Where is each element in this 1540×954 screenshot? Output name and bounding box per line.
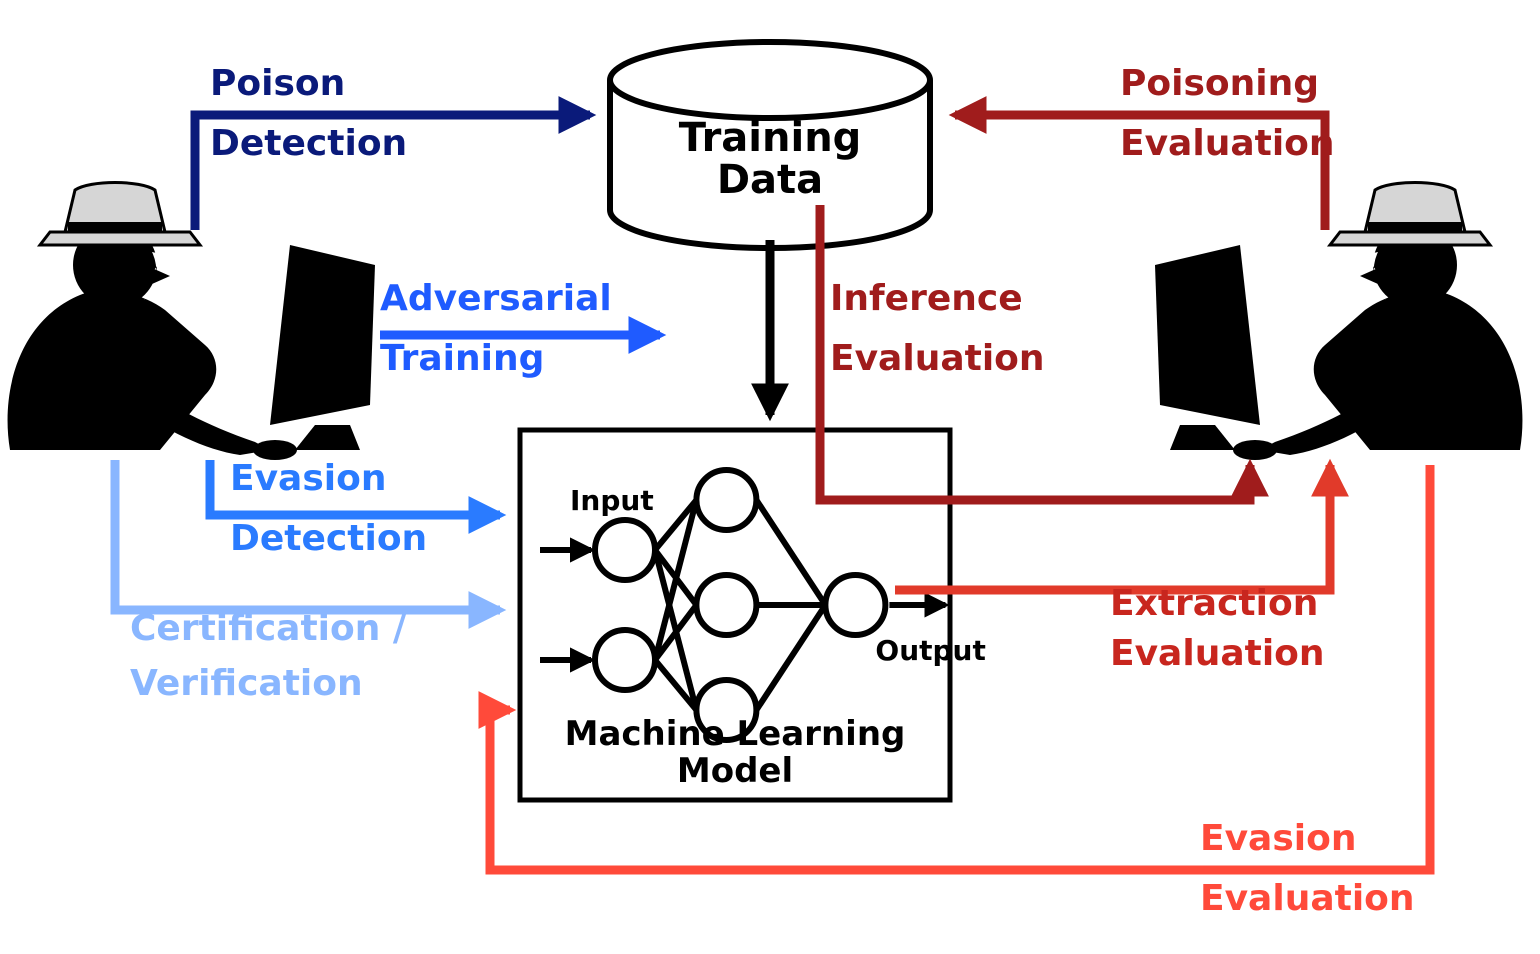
training-data-label-1: Training: [679, 115, 862, 161]
ml-model-title-2: Model: [677, 751, 793, 791]
adversarial-training-label-line1: Adversarial: [380, 278, 612, 319]
poisoning-eval-label-line2: Evaluation: [1120, 123, 1335, 164]
poison-detection-label-line2: Detection: [210, 123, 407, 164]
certification-label-line2: Verification: [130, 663, 363, 704]
inference-eval-label-line1: Inference: [830, 278, 1023, 319]
ml-model-title-1: Machine Learning: [565, 714, 906, 754]
output-label: Output: [875, 634, 985, 667]
evasion-eval-label-line2: Evaluation: [1200, 878, 1415, 919]
attacker-hacker-icon: [1155, 183, 1522, 461]
certification-label-line1: Certification /: [130, 608, 407, 649]
adversarial-training-label-line2: Training: [380, 338, 544, 379]
poison-detection-label-line1: Poison: [210, 63, 345, 104]
training-data-label-2: Data: [717, 157, 823, 203]
input-label: Input: [570, 484, 654, 517]
evasion-eval-label-line1: Evasion: [1200, 818, 1356, 859]
arrow-extraction-eval: [895, 465, 1330, 590]
poisoning-eval-label-line1: Poisoning: [1120, 63, 1319, 104]
evasion-detection-label-line2: Detection: [230, 518, 427, 559]
extraction-eval-label-line1: Extraction: [1110, 583, 1318, 624]
inference-eval-label-line2: Evaluation: [830, 338, 1045, 379]
evasion-detection-label-line1: Evasion: [230, 458, 386, 499]
extraction-eval-label-line2: Evaluation: [1110, 633, 1325, 674]
